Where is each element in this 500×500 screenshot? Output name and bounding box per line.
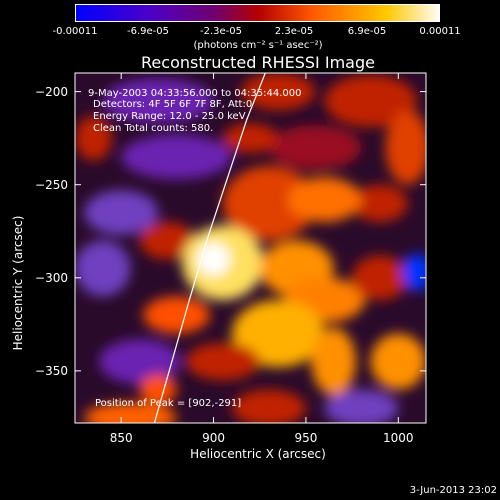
y-tick-label: −350 — [35, 363, 68, 378]
timestamp: 3-Jun-2013 23:02 — [409, 485, 497, 496]
x-tick-label: 950 — [294, 431, 318, 445]
emission-blob — [352, 255, 408, 301]
emission-blob — [401, 253, 426, 291]
emission-blob — [370, 333, 426, 390]
colorbar-units: (photons cm⁻² s⁻¹ asec⁻²) — [193, 40, 323, 51]
emission-blob — [232, 389, 306, 423]
emission-blob — [196, 242, 231, 276]
x-tick-label: 1000 — [383, 431, 414, 445]
time-range-text: 9-May-2003 04:33:56.000 to 04:35:44.000 — [88, 88, 302, 99]
clean-counts-text: Clean Total counts: 580. — [93, 123, 214, 134]
y-axis-label: Heliocentric Y (arcsec) — [11, 215, 25, 351]
colorbar — [75, 4, 440, 22]
y-tick-label: −200 — [35, 84, 68, 99]
emission-blob — [324, 74, 417, 127]
emission-blob — [84, 190, 159, 235]
colorbar-tick-label: 0.00011 — [419, 26, 461, 37]
emission-blob — [311, 328, 356, 396]
colorbar-tick-label: 2.3e-05 — [274, 26, 314, 37]
y-tick-label: −300 — [35, 270, 68, 285]
colorbar-tick-label: 6.9e-05 — [347, 26, 387, 37]
emission-blob — [185, 342, 260, 381]
emission-blob — [324, 389, 399, 423]
emission-blob — [241, 73, 316, 111]
emission-blob — [75, 240, 131, 297]
colorbar-tick-label: -6.9e-05 — [127, 26, 169, 37]
emission-blob — [121, 134, 233, 180]
emission-blob — [352, 184, 408, 222]
y-tick-label: −250 — [35, 177, 68, 192]
solar-limb-line — [153, 73, 266, 423]
emission-blob — [84, 402, 177, 423]
emission-blob — [102, 78, 214, 124]
emission-blob — [75, 115, 112, 161]
emission-blob — [385, 110, 426, 185]
emission-blob — [222, 166, 316, 241]
x-axis-label: Heliocentric X (arcsec) — [190, 447, 326, 461]
chart-title: Reconstructed RHESSI Image — [141, 53, 375, 72]
emission-blob — [143, 296, 210, 334]
emission-blob — [268, 125, 362, 170]
colorbar-tick-label: -2.3e-05 — [200, 26, 242, 37]
peak-position-text: Position of Peak = [902,-291] — [95, 398, 242, 409]
emission-blob — [232, 300, 325, 368]
emission-blob — [287, 177, 362, 222]
emission-blob — [139, 374, 177, 405]
emission-blob — [99, 339, 181, 384]
emission-blob — [139, 221, 196, 260]
emission-blob — [222, 123, 279, 154]
detectors-text: Detectors: 4F 5F 6F 7F 8F, Att:0 — [93, 99, 253, 110]
x-tick-label: 850 — [109, 431, 133, 445]
energy-range-text: Energy Range: 12.0 - 25.0 keV — [93, 111, 246, 122]
colorbar-tick-label: -0.00011 — [52, 26, 98, 37]
x-tick-label: 900 — [202, 431, 225, 445]
